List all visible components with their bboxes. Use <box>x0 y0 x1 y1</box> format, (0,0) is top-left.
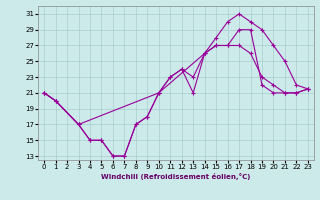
X-axis label: Windchill (Refroidissement éolien,°C): Windchill (Refroidissement éolien,°C) <box>101 173 251 180</box>
